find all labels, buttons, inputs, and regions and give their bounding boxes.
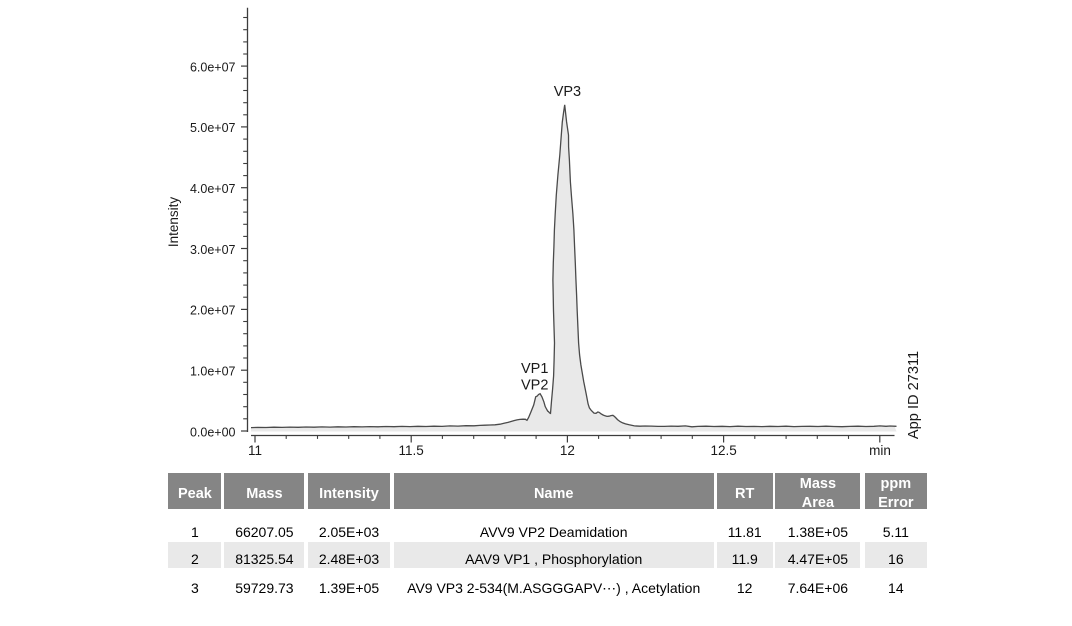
svg-text:12.5: 12.5 — [710, 443, 736, 458]
svg-text:2.0e+07: 2.0e+07 — [190, 304, 236, 318]
svg-text:6.0e+07: 6.0e+07 — [190, 60, 236, 74]
svg-text:1.0e+07: 1.0e+07 — [190, 365, 236, 379]
svg-text:VP1: VP1 — [521, 361, 548, 377]
svg-text:12: 12 — [560, 443, 575, 458]
svg-text:11: 11 — [248, 443, 262, 458]
svg-text:0.0e+00: 0.0e+00 — [190, 425, 236, 439]
svg-text:Intensity: Intensity — [166, 197, 181, 248]
svg-text:VP3: VP3 — [554, 84, 581, 100]
svg-text:11.5: 11.5 — [399, 443, 424, 458]
svg-text:min: min — [869, 443, 891, 458]
svg-text:5.0e+07: 5.0e+07 — [190, 121, 236, 135]
svg-text:App ID 27311: App ID 27311 — [906, 351, 922, 439]
svg-text:VP2: VP2 — [521, 378, 548, 394]
svg-text:4.0e+07: 4.0e+07 — [190, 182, 236, 196]
svg-text:3.0e+07: 3.0e+07 — [190, 243, 236, 257]
